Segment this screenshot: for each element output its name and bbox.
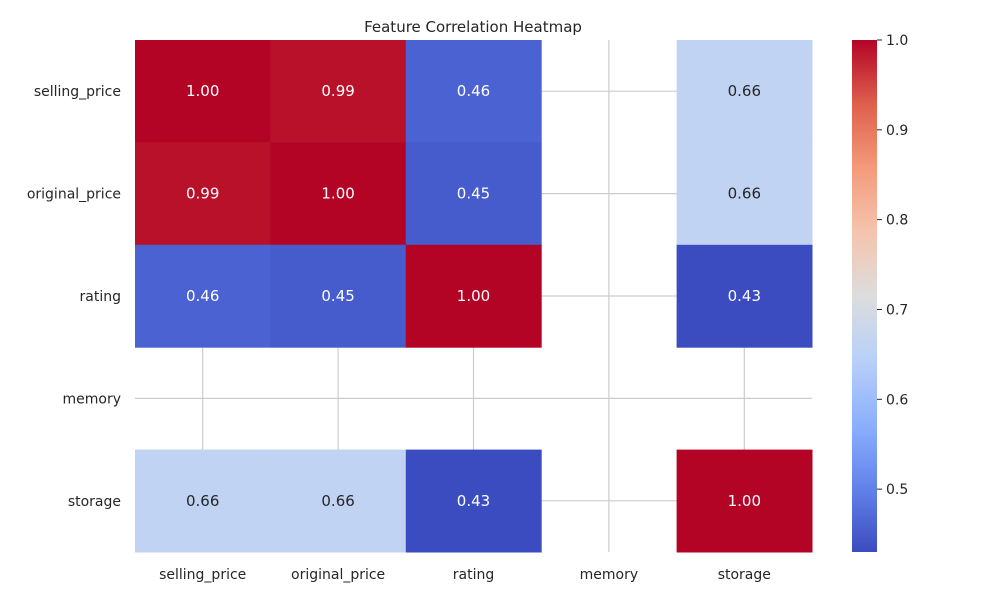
cell-annotation: 0.45	[321, 287, 354, 305]
column-label: rating	[453, 567, 494, 583]
cell-annotation: 0.66	[728, 185, 761, 203]
heatmap-cell-rating-selling_price	[135, 244, 271, 348]
heatmap-cell-storage-original_price	[270, 449, 407, 553]
colorbar-tick-label: 0.7	[886, 302, 908, 318]
cell-annotation: 0.43	[728, 287, 761, 305]
heatmap-cell-original_price-rating	[405, 142, 542, 246]
cell-annotation: 0.43	[457, 492, 490, 510]
cell-annotation: 0.46	[186, 287, 219, 305]
chart-title: Feature Correlation Heatmap	[364, 18, 582, 36]
column-label: original_price	[291, 567, 385, 583]
row-label: memory	[63, 391, 122, 407]
column-label: selling_price	[159, 567, 246, 583]
cell-annotation: 1.00	[457, 287, 490, 305]
colorbar-tick-label: 1.0	[886, 33, 908, 49]
cell-annotation: 0.66	[186, 492, 219, 510]
cell-annotation: 0.99	[186, 185, 219, 203]
cell-annotation: 0.66	[321, 492, 354, 510]
row-label: selling_price	[34, 84, 121, 100]
column-labels: selling_price original_price rating memory s…	[159, 567, 771, 583]
heatmap-cell-rating-original_price	[270, 244, 407, 348]
colorbar: 1.0 0.9 0.8 0.7 0.6 0.5	[852, 33, 908, 552]
heatmap-cell-rating-rating	[405, 244, 542, 348]
colorbar-tick-label: 0.6	[886, 392, 908, 408]
colorbar-tick-label: 0.9	[886, 123, 908, 139]
column-label: storage	[718, 567, 771, 583]
heatmap-cell-selling_price-selling_price	[135, 40, 271, 143]
heatmap-cell-selling_price-storage	[676, 40, 813, 143]
heatmap-cell-original_price-storage	[676, 142, 813, 246]
heatmap-cell-storage-storage	[676, 449, 813, 553]
row-label: storage	[68, 494, 121, 510]
colorbar-tick-label: 0.8	[886, 213, 908, 229]
row-label: original_price	[27, 187, 121, 203]
heatmap-cells: 1.00 0.99 0.46 0.66 0.99 1.00 0.45 0.66 0.46 0.45…	[135, 40, 813, 553]
cell-annotation: 0.45	[457, 185, 490, 203]
heatmap-cell-original_price-original_price	[270, 142, 407, 246]
heatmap-cell-storage-rating	[405, 449, 542, 553]
heatmap-cell-selling_price-rating	[405, 40, 542, 143]
colorbar-gradient	[852, 40, 877, 552]
cell-annotation: 1.00	[321, 185, 354, 203]
colorbar-tick-label: 0.5	[886, 482, 908, 498]
heatmap-cell-selling_price-original_price	[270, 40, 407, 143]
cell-annotation: 0.99	[321, 82, 354, 100]
cell-annotation: 1.00	[186, 82, 219, 100]
cell-annotation: 1.00	[728, 492, 761, 510]
heatmap-cell-storage-selling_price	[135, 449, 271, 553]
heatmap-cell-rating-storage	[676, 244, 813, 348]
cell-annotation: 0.66	[728, 82, 761, 100]
row-label: rating	[80, 289, 121, 305]
column-label: memory	[580, 567, 639, 583]
cell-annotation: 0.46	[457, 82, 490, 100]
heatmap-cell-original_price-selling_price	[135, 142, 271, 246]
